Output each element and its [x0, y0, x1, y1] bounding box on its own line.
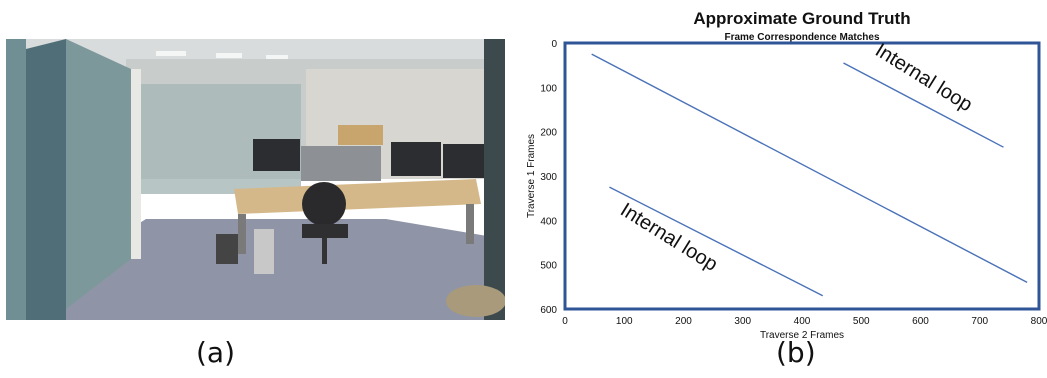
panel-b-caption: (b): [776, 336, 816, 369]
x-tick-label: 0: [562, 316, 568, 327]
desk-leg: [466, 204, 474, 244]
x-tick-label: 100: [616, 316, 633, 327]
panel-a-caption: (a): [196, 336, 236, 369]
monitor: [391, 142, 441, 176]
correspondence-chart: Approximate Ground Truth Frame Correspon…: [526, 9, 1047, 341]
office-photo: [6, 39, 505, 320]
y-tick-label: 500: [540, 261, 557, 272]
ceiling-light: [156, 51, 186, 56]
series-line-2: [843, 62, 1004, 148]
y-tick-label: 600: [540, 305, 557, 316]
glass-door: [26, 39, 66, 320]
series-line-1: [591, 53, 1028, 284]
cable-bundle: [446, 285, 505, 317]
x-tick-label: 600: [912, 316, 929, 327]
x-tick-label: 800: [1031, 316, 1047, 327]
y-tick-label: 100: [540, 83, 557, 94]
glass-partition: [66, 39, 131, 309]
left-door-frame: [6, 39, 26, 320]
series-lines: [591, 53, 1028, 297]
monitor: [443, 144, 488, 178]
y-axis-label: Traverse 1 Frames: [526, 134, 537, 218]
right-door-frame: [484, 39, 505, 320]
office-chair-post: [322, 238, 327, 264]
x-axis-label: Traverse 2 Frames: [760, 330, 844, 341]
y-tick-label: 0: [551, 39, 557, 50]
axis-ticks: 0 100 200 300 400 500 600 700 800 0 100 200 300 400 50…: [540, 39, 1047, 327]
y-tick-label: 400: [540, 216, 557, 227]
plot-area: [563, 41, 1041, 311]
office-chair-seat: [302, 224, 348, 238]
desk: [234, 179, 481, 214]
cardboard-box: [338, 125, 383, 145]
x-tick-label: 500: [853, 316, 870, 327]
ceiling-light: [266, 55, 288, 59]
chart-title: Approximate Ground Truth: [693, 9, 910, 28]
x-tick-label: 700: [971, 316, 988, 327]
series-line-3: [609, 186, 824, 297]
pc-tower: [254, 229, 274, 274]
desk-divider: [301, 146, 381, 181]
x-tick-label: 300: [734, 316, 751, 327]
monitor: [253, 139, 300, 171]
office-photo-drawing: [6, 39, 505, 320]
y-tick-label: 200: [540, 128, 557, 139]
y-tick-label: 300: [540, 172, 557, 183]
ceiling-light: [216, 53, 242, 58]
x-tick-label: 200: [675, 316, 692, 327]
waste-bin: [216, 234, 238, 264]
office-chair-back: [302, 182, 346, 226]
x-tick-label: 400: [794, 316, 811, 327]
desk-leg: [238, 214, 246, 254]
chart-subtitle: Frame Correspondence Matches: [724, 32, 879, 43]
pillar: [131, 69, 141, 259]
